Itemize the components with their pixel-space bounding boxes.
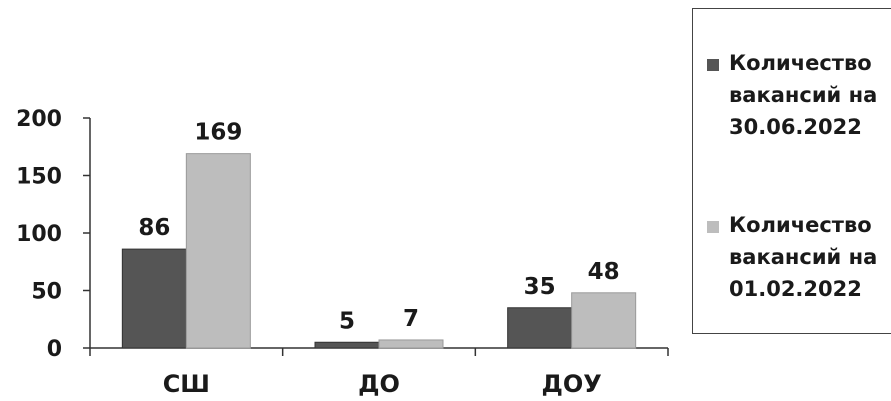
data-label-series-2: 48 <box>588 259 620 285</box>
legend-label-series-1: Количество вакансий на 30.06.2022 <box>729 51 878 139</box>
data-label-series-1: 35 <box>524 274 556 300</box>
y-tick-label: 50 <box>31 280 62 305</box>
chart-bars <box>121 153 637 349</box>
y-tick-label: 150 <box>16 165 62 190</box>
bar-series-1-ДО <box>314 341 380 349</box>
data-label-series-2: 169 <box>194 120 242 146</box>
y-tick-label: 0 <box>47 337 62 362</box>
data-label-series-1: 5 <box>339 308 355 334</box>
x-category-label: ДО <box>358 370 400 398</box>
legend-label-series-2: Количество вакансий на 01.02.2022 <box>729 213 878 301</box>
chart-labels: 0 50 100 150 200 СШ 86 169 ДО 5 7 ДОУ 35 48 <box>16 107 620 398</box>
x-category-label: СШ <box>163 370 210 398</box>
legend-swatch-series-2 <box>707 221 719 233</box>
bar-series-2-ДО <box>378 339 444 349</box>
x-category-label: ДОУ <box>542 370 602 398</box>
chart-legend: Количество вакансий на 30.06.2022 Количе… <box>692 8 891 334</box>
data-label-series-2: 7 <box>403 306 419 332</box>
bar-series-2-ДОУ <box>571 292 637 349</box>
bar-series-2-СШ <box>185 153 251 349</box>
legend-swatch-series-1 <box>707 59 719 71</box>
y-tick-label: 200 <box>16 107 62 132</box>
y-tick-label: 100 <box>16 222 62 247</box>
bar-series-1-ДОУ <box>507 307 573 349</box>
data-label-series-1: 86 <box>138 215 170 241</box>
bar-series-1-СШ <box>121 248 187 349</box>
